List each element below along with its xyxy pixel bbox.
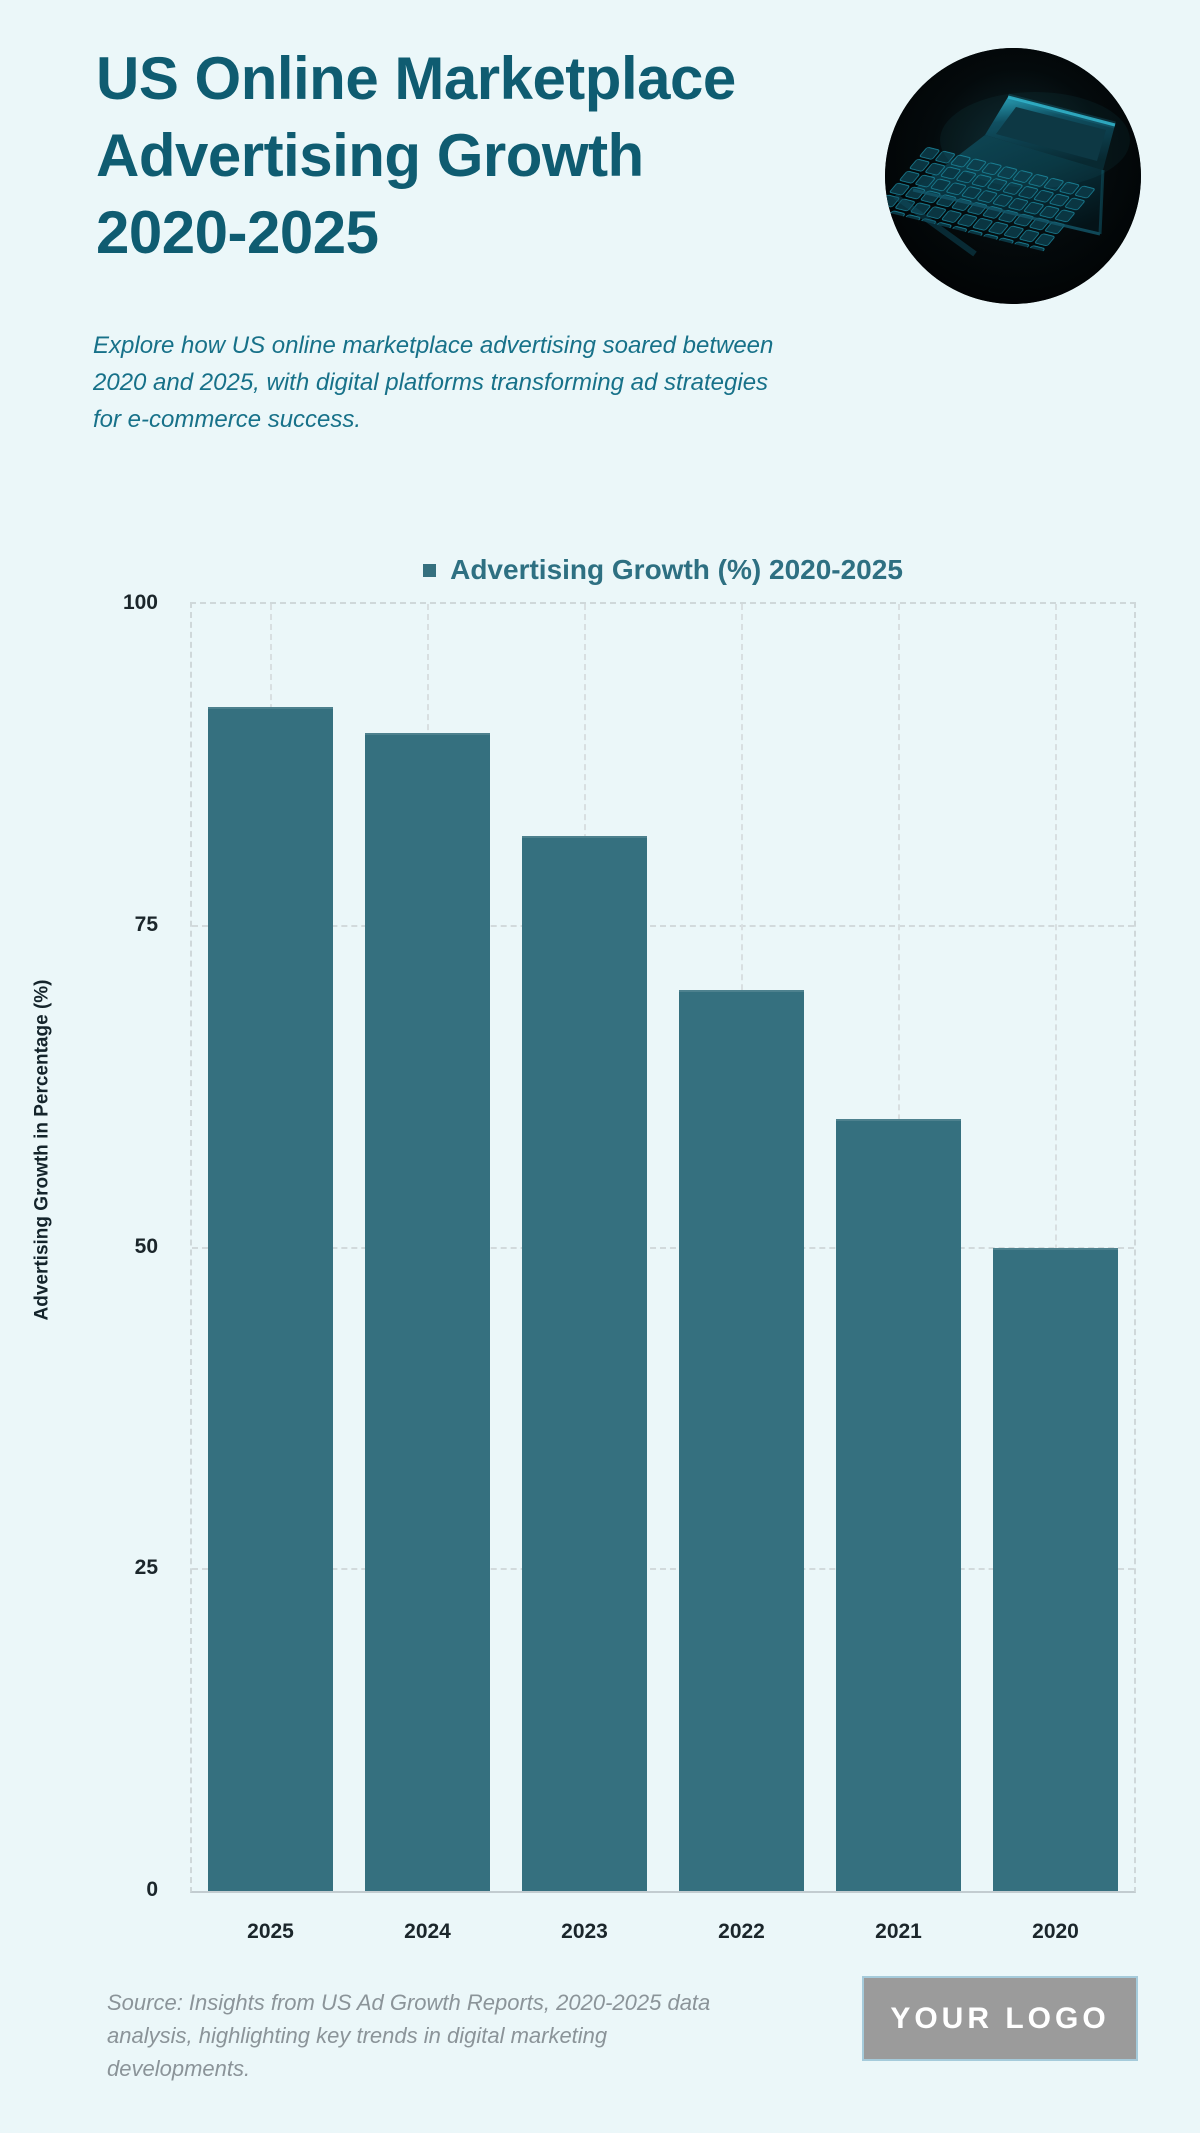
subtitle-line-1: Explore how US online marketplace advert… bbox=[93, 332, 774, 359]
logo-placeholder: YOUR LOGO bbox=[862, 1976, 1138, 2061]
y-tick-25: 25 bbox=[134, 1556, 158, 1580]
laptop-photo bbox=[885, 48, 1141, 304]
page-title-line-1: US Online Marketplace bbox=[96, 45, 736, 112]
y-axis-title: Advertising Growth in Percentage (%) bbox=[31, 979, 53, 1321]
bar-2020 bbox=[992, 1247, 1119, 1891]
bar-2024 bbox=[364, 732, 491, 1891]
legend-label: Advertising Growth (%) 2020-2025 bbox=[450, 554, 903, 585]
bar-2021 bbox=[835, 1118, 962, 1891]
legend-marker-square bbox=[423, 563, 437, 577]
source-line-2: analysis, highlighting key trends in dig… bbox=[107, 2023, 608, 2048]
x-tick-2022: 2022 bbox=[718, 1920, 765, 1943]
logo-text: YOUR LOGO bbox=[890, 2001, 1110, 2035]
gridline-y-75 bbox=[192, 924, 1134, 927]
gridline-y-50 bbox=[192, 1246, 1134, 1249]
source-line-1: Source: Insights from US Ad Growth Repor… bbox=[107, 1990, 711, 2015]
bar-2022 bbox=[678, 990, 805, 1891]
page-title: US Online Marketplace Advertising Growth… bbox=[96, 40, 736, 271]
bar-2025 bbox=[207, 706, 334, 1891]
subtitle-line-3: for e-commerce success. bbox=[93, 406, 362, 433]
source-line-3: developments. bbox=[107, 2056, 251, 2081]
y-tick-75: 75 bbox=[134, 912, 158, 936]
source-note: Source: Insights from US Ad Growth Repor… bbox=[107, 1986, 710, 2085]
x-tick-2021: 2021 bbox=[875, 1920, 922, 1943]
x-tick-2023: 2023 bbox=[561, 1920, 608, 1943]
y-tick-100: 100 bbox=[122, 591, 158, 614]
hero-image-circle bbox=[885, 48, 1141, 304]
x-tick-2024: 2024 bbox=[404, 1920, 451, 1943]
y-tick-0: 0 bbox=[146, 1878, 158, 1901]
x-tick-2025: 2025 bbox=[247, 1920, 294, 1943]
chart-legend: Advertising Growth (%) 2020-2025 bbox=[190, 552, 1136, 588]
plot-area bbox=[190, 602, 1136, 1893]
page-title-line-2: Advertising Growth bbox=[96, 122, 644, 189]
x-tick-2020: 2020 bbox=[1032, 1920, 1079, 1943]
page-subtitle: Explore how US online marketplace advert… bbox=[93, 327, 773, 438]
page-title-line-3: 2020-2025 bbox=[96, 199, 379, 266]
subtitle-line-2: 2020 and 2025, with digital platforms tr… bbox=[93, 369, 769, 396]
bar-2023 bbox=[521, 835, 648, 1891]
gridline-y-25 bbox=[192, 1568, 1134, 1571]
y-tick-50: 50 bbox=[134, 1234, 158, 1258]
